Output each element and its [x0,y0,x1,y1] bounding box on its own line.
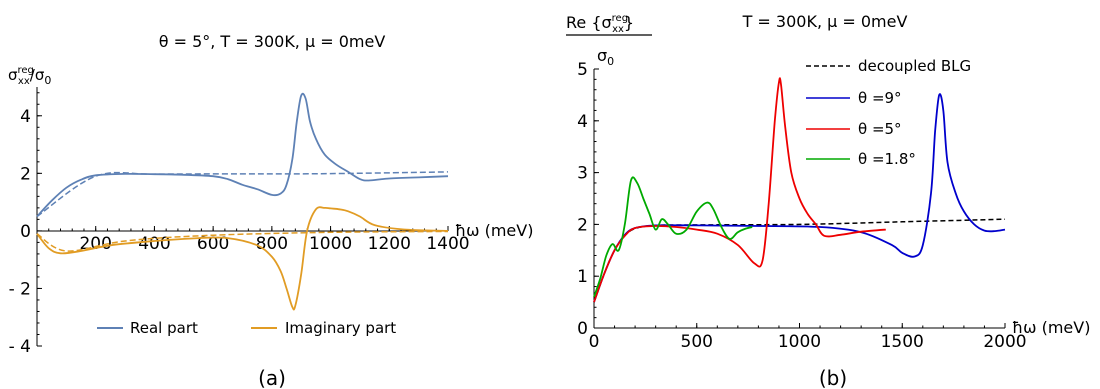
panel-b-series-3-line [593,176,753,298]
panel-a-series-1-line [36,206,449,311]
panel-a-ytick-label-1: - 2 [9,279,31,299]
legend-label-theta18: θ =1.8° [858,150,916,168]
panel-a-ytick-label-2: 0 [20,222,31,242]
panel-a-title: θ = 5°, T = 300K, μ = 0meV [159,32,386,51]
panel-a-xlabel: ħω (meV) [455,221,533,240]
panel-a-ylabel: σreg xx/σ0 [8,65,51,87]
panel-b-ylabel-sup: reg [612,13,628,24]
legend-label-real: Real part [130,319,198,337]
panel-a-xtick-label-3: 800 [256,234,288,254]
panel-b-xlabel: ħω (meV) [1012,318,1090,337]
svg-text:σ0: σ0 [597,46,614,68]
panel-b-ytick-label-0: 0 [577,319,588,339]
legend-label-theta9: θ =9° [858,89,902,107]
panel-b: Re {σreg xx} σ0 T = 300K, μ = 0meV 0 500 10… [566,12,1090,389]
panel-a-series-3-line [36,230,449,252]
panel-a-ytick-label-3: 2 [20,164,31,184]
panel-a-ylabel-tail-sub: 0 [44,74,51,87]
panel-b-xtick-label-0: 0 [589,332,600,352]
panel-b-ylabel-denominator: σ [597,46,607,65]
panel-a-ylabel-main: σ [8,66,18,84]
panel-a-ylabel-sup: reg [18,65,34,76]
panel-b-series-2-line [593,77,886,303]
panel-b-title: T = 300K, μ = 0meV [742,12,908,31]
panel-a-ylabel-sub: xx [18,76,30,87]
panel-b-ylabel-sub: xx [612,24,624,35]
panel-b-caption: (b) [819,366,847,389]
panel-b-ytick-label-5: 5 [577,60,588,80]
panel-a: θ = 5°, T = 300K, μ = 0meV σreg xx/σ0 2 0 0… [8,32,533,389]
panel-b-xtick-label-1: 500 [681,332,713,352]
panel-a-series-2-line [36,171,449,218]
legend-label-imag: Imaginary part [285,319,396,337]
panel-b-legend: decoupled BLG θ =9° θ =5° θ =1.8° [806,57,971,168]
panel-a-series-0-line [36,92,449,218]
panel-a-xtick-label-4: 1000 [309,234,352,254]
panel-b-xtick-label-4: 2000 [983,332,1026,352]
panel-b-xtick-label-2: 1000 [778,332,821,352]
panel-a-legend: Real part Imaginary part [97,319,396,337]
panel-a-ytick-label-4: 4 [20,107,31,127]
legend-label-theta5: θ =5° [858,120,902,138]
panel-b-ytick-label-3: 3 [577,164,588,184]
panel-a-xtick-label-6: 1400 [426,234,469,254]
panel-a-xtick-label-2: 600 [197,234,229,254]
panel-b-ylabel: Re {σreg xx} σ0 [566,13,652,68]
panel-b-ylabel-close: } [624,13,634,32]
panel-a-xtick-label-5: 1200 [368,234,411,254]
panel-a-ytick-label-0: - 4 [9,337,31,357]
panel-b-series-0-line [593,218,1006,303]
panel-b-ytick-label-1: 1 [577,267,588,287]
panel-b-xtick-label-3: 1500 [881,332,924,352]
panel-b-ytick-label-2: 2 [577,215,588,235]
panel-b-ylabel-main: Re {σ [566,13,612,32]
panel-a-xtick-label-1: 400 [138,234,170,254]
panel-a-ylabel-tail: /σ [30,66,45,84]
panel-b-ylabel-denominator-sub: 0 [607,55,614,68]
panel-a-caption: (a) [258,366,286,389]
panel-b-ytick-label-4: 4 [577,112,588,132]
legend-label-decoupled: decoupled BLG [858,57,971,75]
